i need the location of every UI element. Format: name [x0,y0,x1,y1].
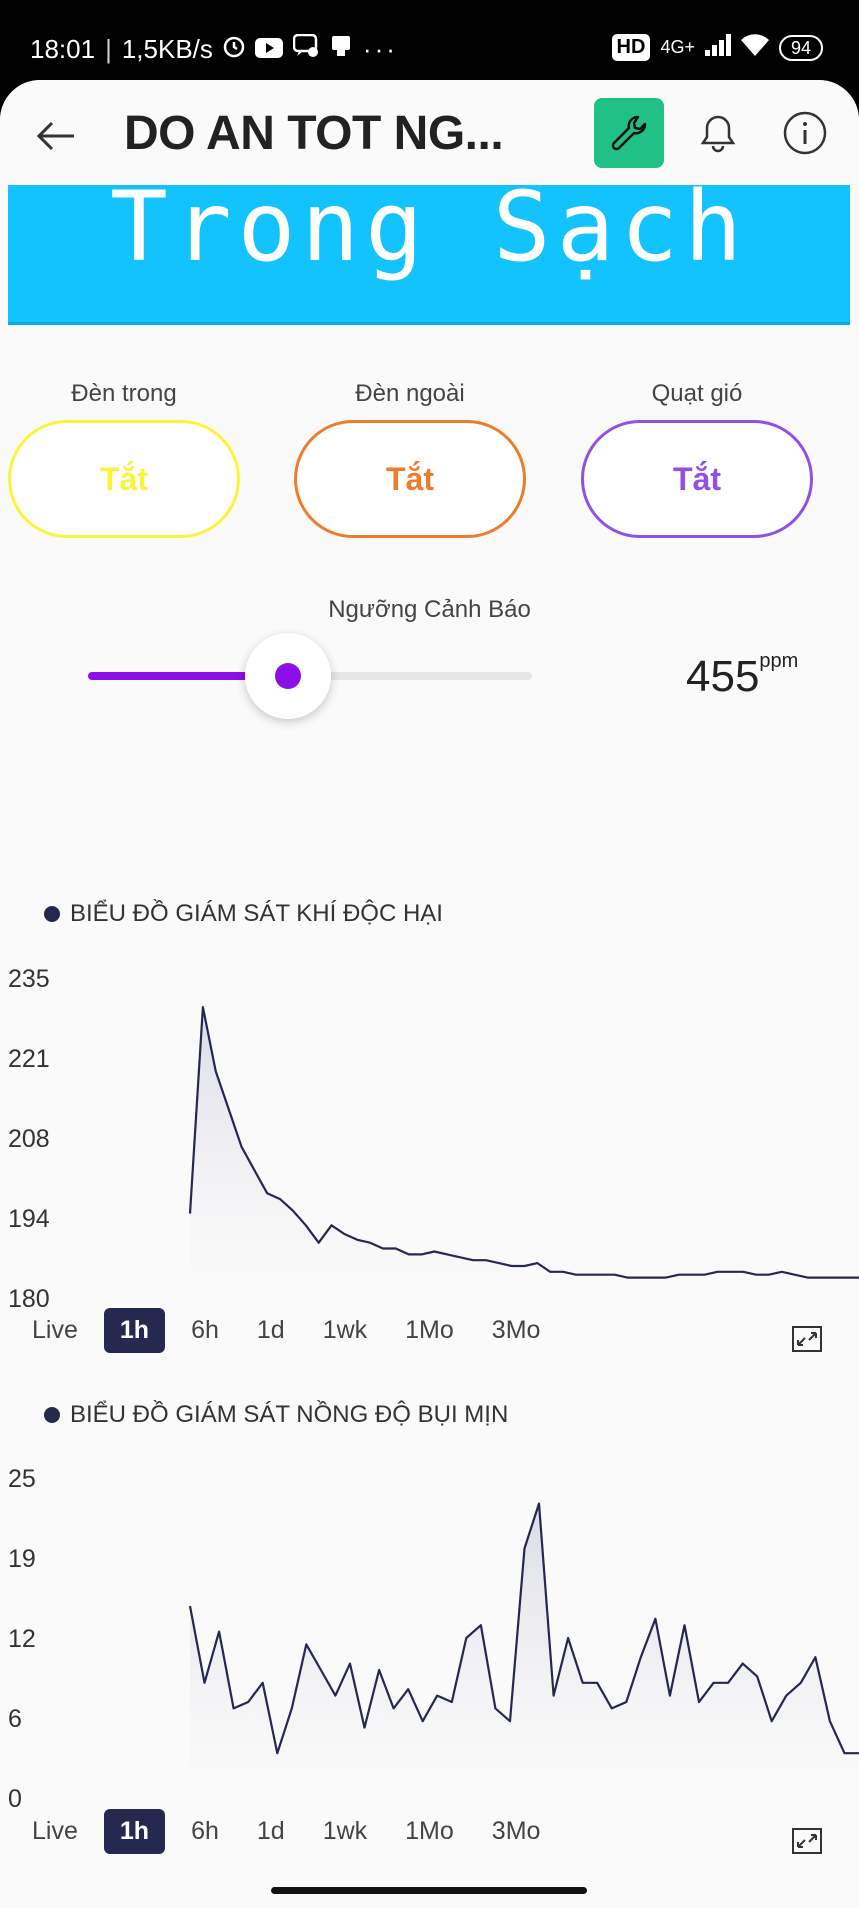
chart-1-time-tabs: Live 1h 6h 1d 1wk 1Mo 3Mo [20,1308,566,1353]
settings-wrench-button[interactable] [594,98,664,168]
time-tab-live[interactable]: Live [32,1817,78,1845]
legend-dot [44,906,60,922]
slider-handle[interactable] [244,633,331,719]
toggle-quat-gio: Quạt gió Tắt [581,380,813,538]
y-tick-label: 208 [8,1125,50,1153]
y-tick-label: 19 [8,1545,36,1573]
page-title: DO AN TOT NG... [124,107,504,160]
y-tick-label: 235 [8,965,50,993]
hd-badge: HD [611,34,651,61]
time-tab-live[interactable]: Live [32,1316,78,1344]
chart-1-title: BIỂU ĐỒ GIÁM SÁT KHÍ ĐỘC HẠI [44,900,443,928]
legend-dot [44,1407,60,1423]
toggle-den-trong: Đèn trong Tắt [8,380,240,538]
threshold-unit: ppm [759,650,799,672]
y-tick-label: 221 [8,1045,50,1073]
messenger-icon [292,33,319,65]
series-line [188,1502,859,1755]
signal-icon [704,34,731,61]
time-tab-1wk[interactable]: 1wk [322,1817,368,1845]
info-icon [783,111,827,155]
time-tab-1d[interactable]: 1d [256,1316,285,1344]
y-tick-label: 0 [8,1785,22,1813]
y-tick-label: 180 [8,1285,50,1313]
time-tab-1d[interactable]: 1d [256,1817,285,1845]
toggle-den-ngoai: Đèn ngoài Tắt [294,380,526,538]
back-arrow-icon [36,121,74,151]
more-notifications-icon: ··· [362,34,398,64]
y-tick-label: 194 [8,1205,50,1233]
toggle-label: Đèn trong [71,380,177,407]
chart-2-expand-button[interactable] [792,1828,822,1854]
toggle-label: Đèn ngoài [355,380,465,407]
time-tab-1mo[interactable]: 1Mo [405,1316,454,1344]
y-tick-label: 25 [8,1465,36,1493]
y-tick-label: 12 [8,1625,36,1653]
quat-gio-button[interactable]: Tắt [581,420,813,538]
wrench-icon [611,115,647,151]
wifi-icon [740,34,769,61]
battery-indicator: 94 [778,34,823,61]
chart-2-title-text: BIỂU ĐỒ GIÁM SÁT NỒNG ĐỘ BỤI MỊN [70,1401,509,1428]
toxic-gas-chart: 235 221 208 194 180 [8,965,859,1313]
alarm-icon [223,34,245,65]
notifications-button[interactable] [697,112,739,154]
time-tab-3mo[interactable]: 3Mo [491,1817,541,1845]
series-area [190,1007,859,1298]
series-area [190,1503,859,1798]
chart-2-time-tabs: Live 1h 6h 1d 1wk 1Mo 3Mo [20,1809,566,1854]
threshold-value: 455ppm [686,650,799,702]
series-line [188,1005,859,1279]
time-tab-1mo[interactable]: 1Mo [405,1817,454,1845]
status-time: 18:01 [30,34,96,64]
back-button[interactable] [34,114,78,158]
app-screen: DO AN TOT NG... Trong Sạch Đèn trong Tắt [0,80,859,1908]
youtube-icon [254,34,283,65]
usb-icon [329,34,353,65]
chart-2-title: BIỂU ĐỒ GIÁM SÁT NỒNG ĐỘ BỤI MỊN [44,1401,508,1429]
y-tick-label: 6 [8,1705,22,1733]
time-tab-1h[interactable]: 1h [103,1308,166,1353]
threshold-number: 455 [686,652,760,701]
lcd-status-text: Trong Sạch [110,185,748,283]
status-net-speed: 1,5KB/s [121,34,213,64]
slider-fill [88,672,288,680]
fine-dust-chart: 25 19 12 6 0 [8,1465,859,1813]
app-header: DO AN TOT NG... [0,80,859,185]
chart-1-title-text: BIỂU ĐỒ GIÁM SÁT KHÍ ĐỘC HẠI [70,900,443,927]
den-trong-button[interactable]: Tắt [8,420,240,538]
threshold-slider[interactable] [88,633,532,719]
chart-1-expand-button[interactable] [792,1326,822,1352]
time-tab-1h[interactable]: 1h [103,1809,166,1854]
network-type: 4G+ [660,37,695,57]
den-ngoai-button[interactable]: Tắt [294,420,526,538]
time-tab-3mo[interactable]: 3Mo [491,1316,541,1344]
expand-icon [792,1828,822,1854]
expand-icon [792,1326,822,1352]
bell-icon [700,115,736,153]
toggle-label: Quạt gió [651,380,743,407]
lcd-display: Trong Sạch [8,185,850,325]
home-indicator[interactable] [271,1887,587,1894]
time-tab-6h[interactable]: 6h [191,1817,219,1845]
status-bar: 18:01 | 1,5KB/s ··· HD 4G+ 94 [0,0,859,80]
info-button[interactable] [782,110,828,156]
time-tab-6h[interactable]: 6h [191,1316,219,1344]
time-tab-1wk[interactable]: 1wk [322,1316,368,1344]
slider-label: Ngưỡng Cảnh Báo [328,596,531,623]
